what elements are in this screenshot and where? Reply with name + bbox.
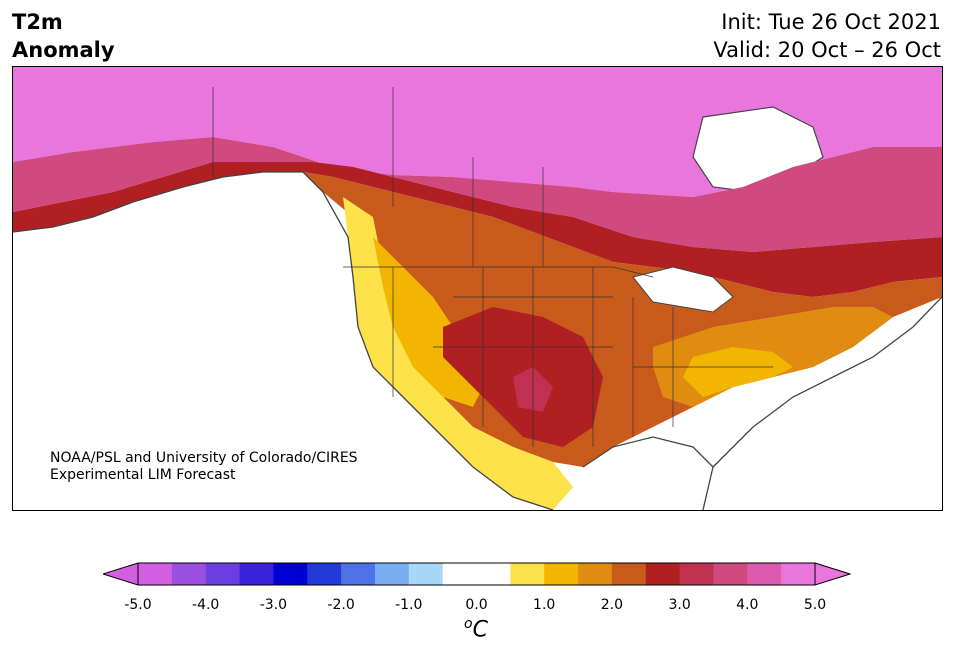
colorbar-tick-label: -2.0	[327, 597, 355, 613]
credit-line-1: NOAA/PSL and University of Colorado/CIRE…	[50, 450, 358, 466]
colorbar-swatch	[544, 563, 579, 585]
credit-text: NOAA/PSL and University of Colorado/CIRE…	[50, 450, 358, 484]
type-label: Anomaly	[12, 38, 115, 62]
map-canvas	[13, 67, 942, 510]
variable-label: T2m	[12, 10, 63, 34]
political-borders	[212, 87, 773, 447]
colorbar-unit: oC	[464, 616, 488, 642]
unit-base: C	[472, 617, 488, 643]
valid-range: Valid: 20 Oct – 26 Oct	[713, 38, 941, 62]
colorbar-tick-label: 2.0	[600, 597, 624, 613]
colorbar-swatch	[611, 563, 647, 585]
anomaly-map	[12, 66, 943, 511]
colorbar-swatch	[374, 563, 410, 585]
colorbar-ticks: -5.0 -4.0 -3.0 -2.0 -1.0 0.0 1.0 2.0 3.0 4.0 5.0	[0, 597, 953, 617]
colorbar-tick-label: 5.0	[803, 597, 827, 613]
credit-line-2: Experimental LIM Forecast	[50, 467, 236, 483]
anomaly-band-4	[13, 137, 942, 252]
colorbar-extend-high	[814, 562, 851, 586]
colorbar-swatch	[679, 563, 714, 585]
colorbar-swatch	[442, 563, 477, 585]
colorbar-tick-label: 3.0	[668, 597, 691, 613]
colorbar-tick-label: -1.0	[395, 597, 423, 613]
anomaly-band-3	[13, 162, 942, 297]
colorbar-tick-label: 4.0	[736, 597, 759, 613]
colorbar-swatch	[341, 563, 376, 585]
anomaly-band-0	[343, 197, 573, 510]
forecast-dates: Init: Tue 26 Oct 2021 Valid: 20 Oct – 26…	[713, 8, 941, 64]
colorbar-swatch	[510, 563, 545, 585]
colorbar-tick-label: -5.0	[124, 597, 152, 613]
init-date: Init: Tue 26 Oct 2021	[721, 10, 941, 34]
colorbar-swatch	[578, 563, 613, 585]
colorbar-tick-label: 0.0	[465, 597, 488, 613]
colorbar-tick-label: -4.0	[192, 597, 220, 613]
colorbar-swatch	[171, 563, 207, 585]
coastlines	[13, 171, 942, 510]
great-lakes	[632, 266, 734, 313]
colorbar-frame	[137, 562, 816, 586]
colorbar-tick-label: 1.0	[533, 597, 556, 613]
colorbar	[103, 562, 851, 586]
colorbar-swatch	[408, 563, 444, 585]
pacific-ocean	[13, 172, 553, 510]
colorbar-swatch	[476, 563, 511, 585]
colorbar-extend-low	[103, 562, 139, 586]
colorbar-swatch	[713, 563, 748, 585]
gulf-of-mexico	[573, 437, 713, 510]
unit-superscript: o	[464, 616, 473, 632]
map-title: T2m Anomaly	[12, 8, 115, 64]
colorbar-swatch	[273, 563, 308, 585]
colorbar-swatch	[138, 563, 173, 585]
colorbar-swatch	[781, 563, 816, 585]
colorbar-swatch	[747, 563, 782, 585]
colorbar-swatch	[239, 563, 274, 585]
colorbar-tick-label: -3.0	[259, 597, 288, 613]
colorbar-swatch	[645, 563, 681, 585]
anomaly-band-1b	[683, 347, 793, 397]
colorbar-swatch	[307, 563, 342, 585]
colorbar-swatch	[205, 563, 241, 585]
